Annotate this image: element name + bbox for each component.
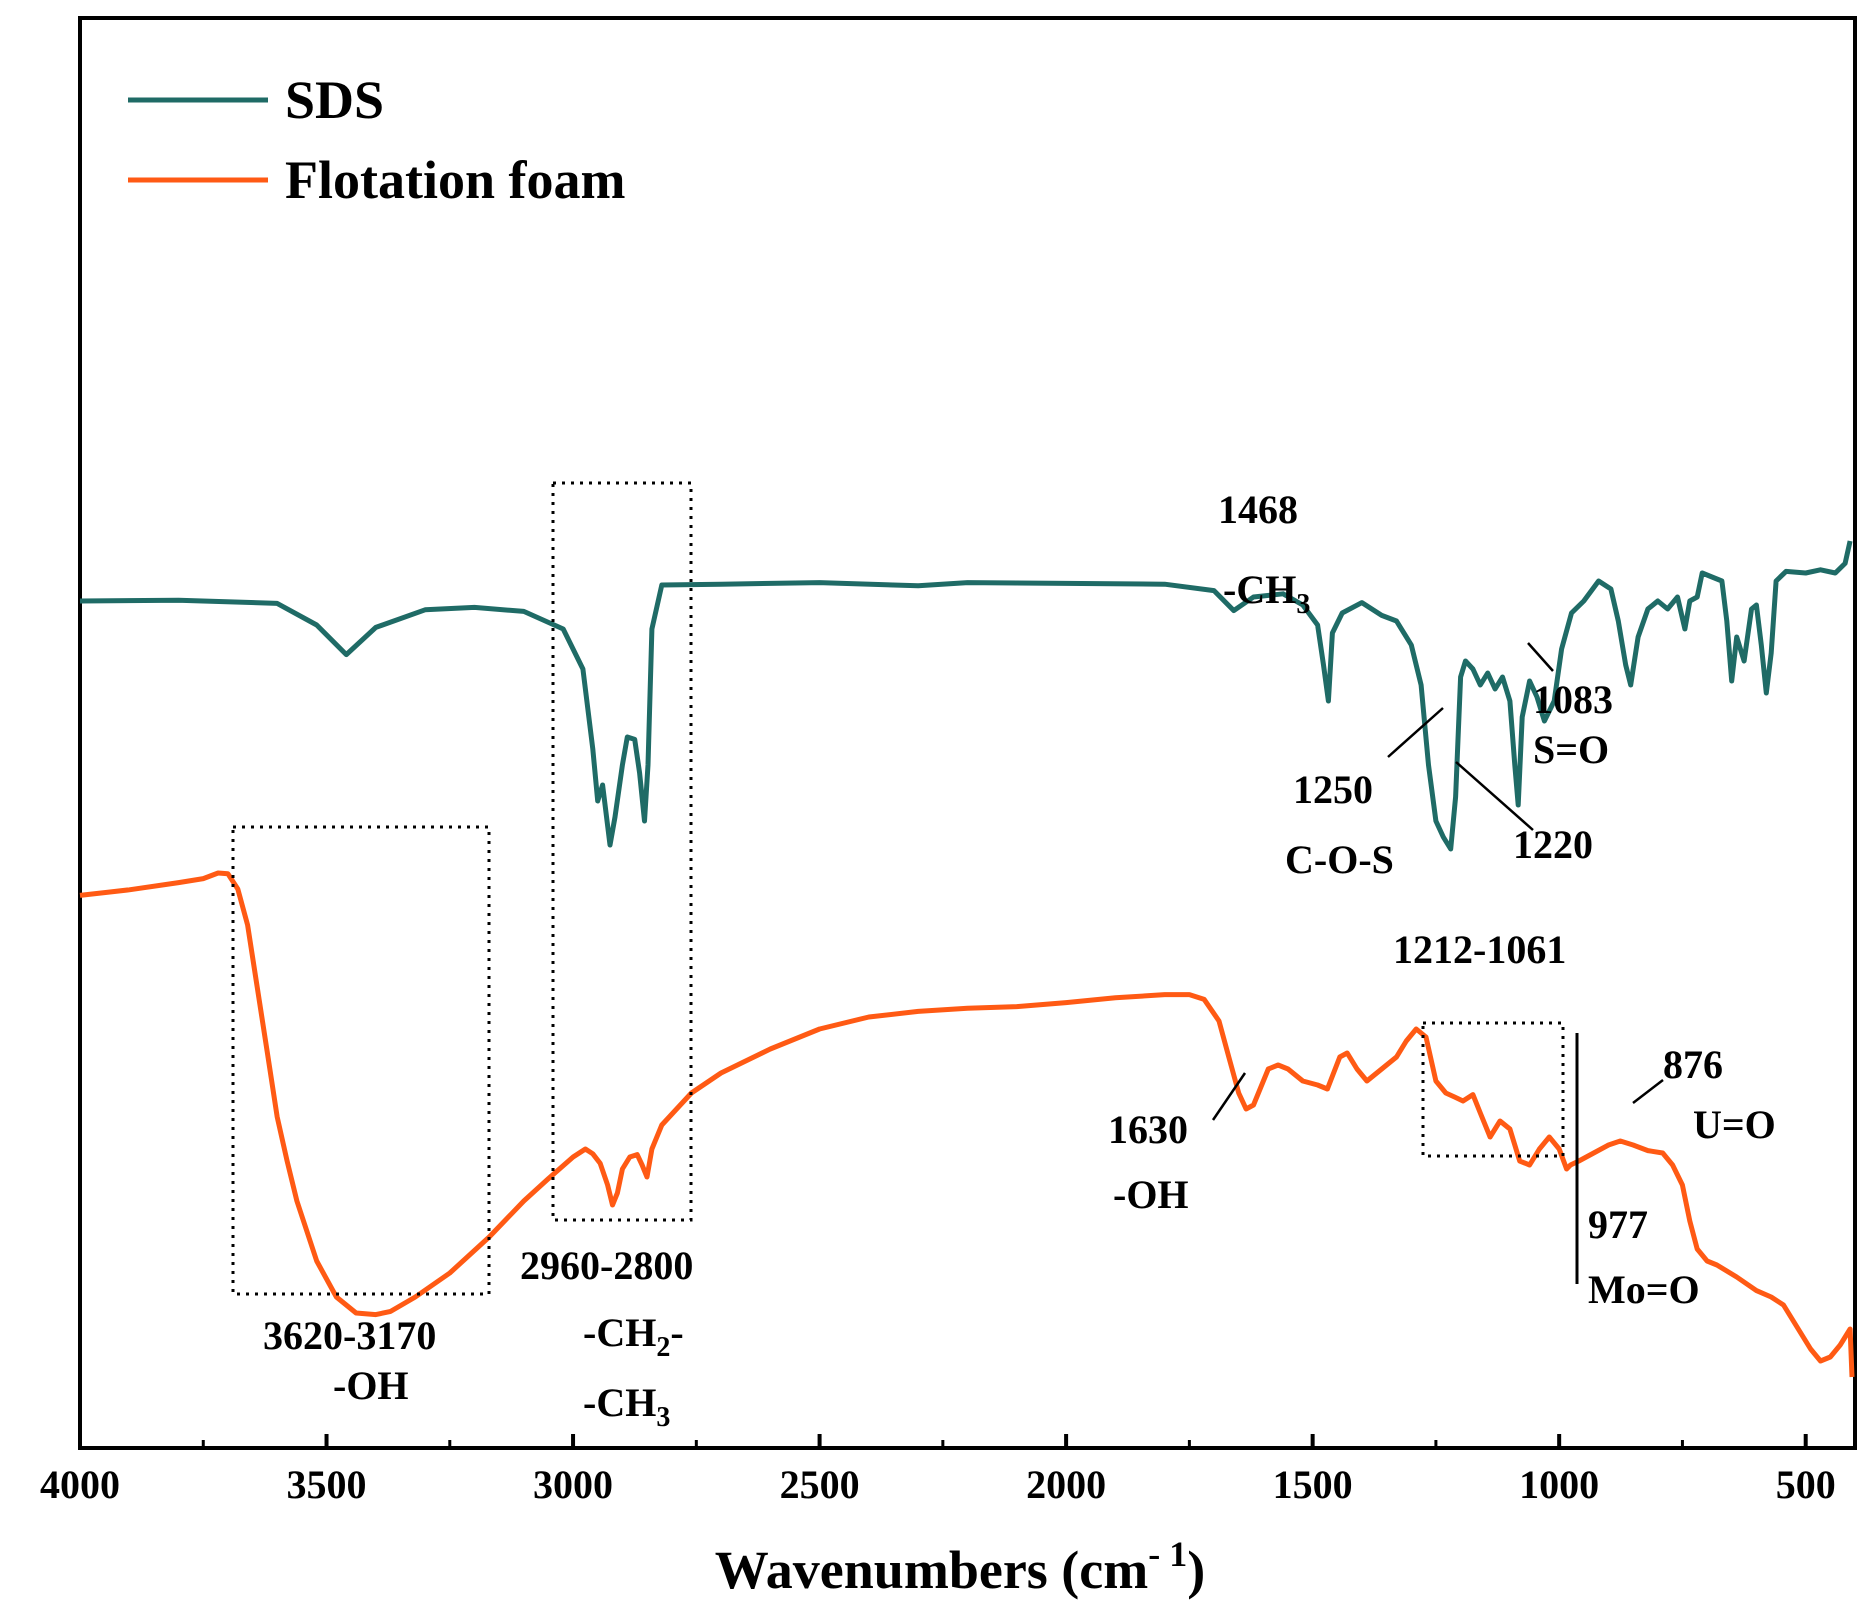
region-box-1212-1061	[1421, 1021, 1565, 1158]
annotation-1220-num: 1220	[1513, 822, 1593, 867]
x-tick-label-3500: 3500	[287, 1462, 367, 1507]
annotation-876-group: U=O	[1693, 1102, 1776, 1147]
legend-label-sds: SDS	[285, 70, 384, 130]
annotation-3620-range: 3620-3170	[263, 1313, 436, 1358]
annotation-2960-group1: -CH2-	[583, 1310, 684, 1363]
leader-1083	[1527, 642, 1554, 672]
x-axis-ticks: 4000 3500 3000 2500 2000 1500 1000 500	[40, 1434, 1836, 1507]
x-axis-title: Wavenumbers (cm- 1)	[715, 1534, 1205, 1600]
annotation-876-num: 876	[1663, 1042, 1723, 1087]
leader-876	[1632, 1079, 1664, 1104]
annotation-1630-group: -OH	[1113, 1172, 1189, 1217]
x-tick-label-4000: 4000	[40, 1462, 120, 1507]
legend-label-foam: Flotation foam	[285, 150, 625, 210]
annotation-1212-range: 1212-1061	[1393, 927, 1566, 972]
annotation-977-num: 977	[1588, 1202, 1648, 1247]
leader-1220	[1455, 761, 1534, 831]
annotation-1250-num: 1250	[1293, 767, 1373, 812]
series-line-flotation-foam	[79, 870, 1855, 1378]
x-tick-label-2000: 2000	[1026, 1462, 1106, 1507]
x-tick-label-1000: 1000	[1519, 1462, 1599, 1507]
annotation-3620-group: -OH	[333, 1363, 409, 1408]
annotation-1250-group: C-O-S	[1285, 837, 1394, 882]
plot-frame	[78, 16, 1857, 1450]
x-tick-label-1500: 1500	[1273, 1462, 1353, 1507]
region-box-ch	[551, 481, 693, 1222]
annotation-1468-group: -CH3	[1223, 567, 1310, 620]
annotation-977-group: Mo=O	[1588, 1267, 1700, 1312]
annotation-1468-num: 1468	[1218, 487, 1298, 532]
annotation-2960-group2: -CH3	[583, 1380, 670, 1433]
region-box-oh	[231, 825, 491, 1296]
annotation-2960-range: 2960-2800	[520, 1243, 693, 1288]
annotation-1083-num: 1083	[1533, 677, 1613, 722]
x-tick-label-2500: 2500	[780, 1462, 860, 1507]
annotation-1083-group: S=O	[1533, 727, 1609, 772]
legend: SDS Flotation foam	[128, 70, 625, 210]
x-tick-label-3000: 3000	[533, 1462, 613, 1507]
x-tick-label-500: 500	[1776, 1462, 1836, 1507]
annotation-1630-num: 1630	[1108, 1107, 1188, 1152]
leader-1250	[1387, 707, 1444, 758]
leader-1630	[1211, 1072, 1247, 1121]
series-line-sds	[79, 540, 1853, 852]
